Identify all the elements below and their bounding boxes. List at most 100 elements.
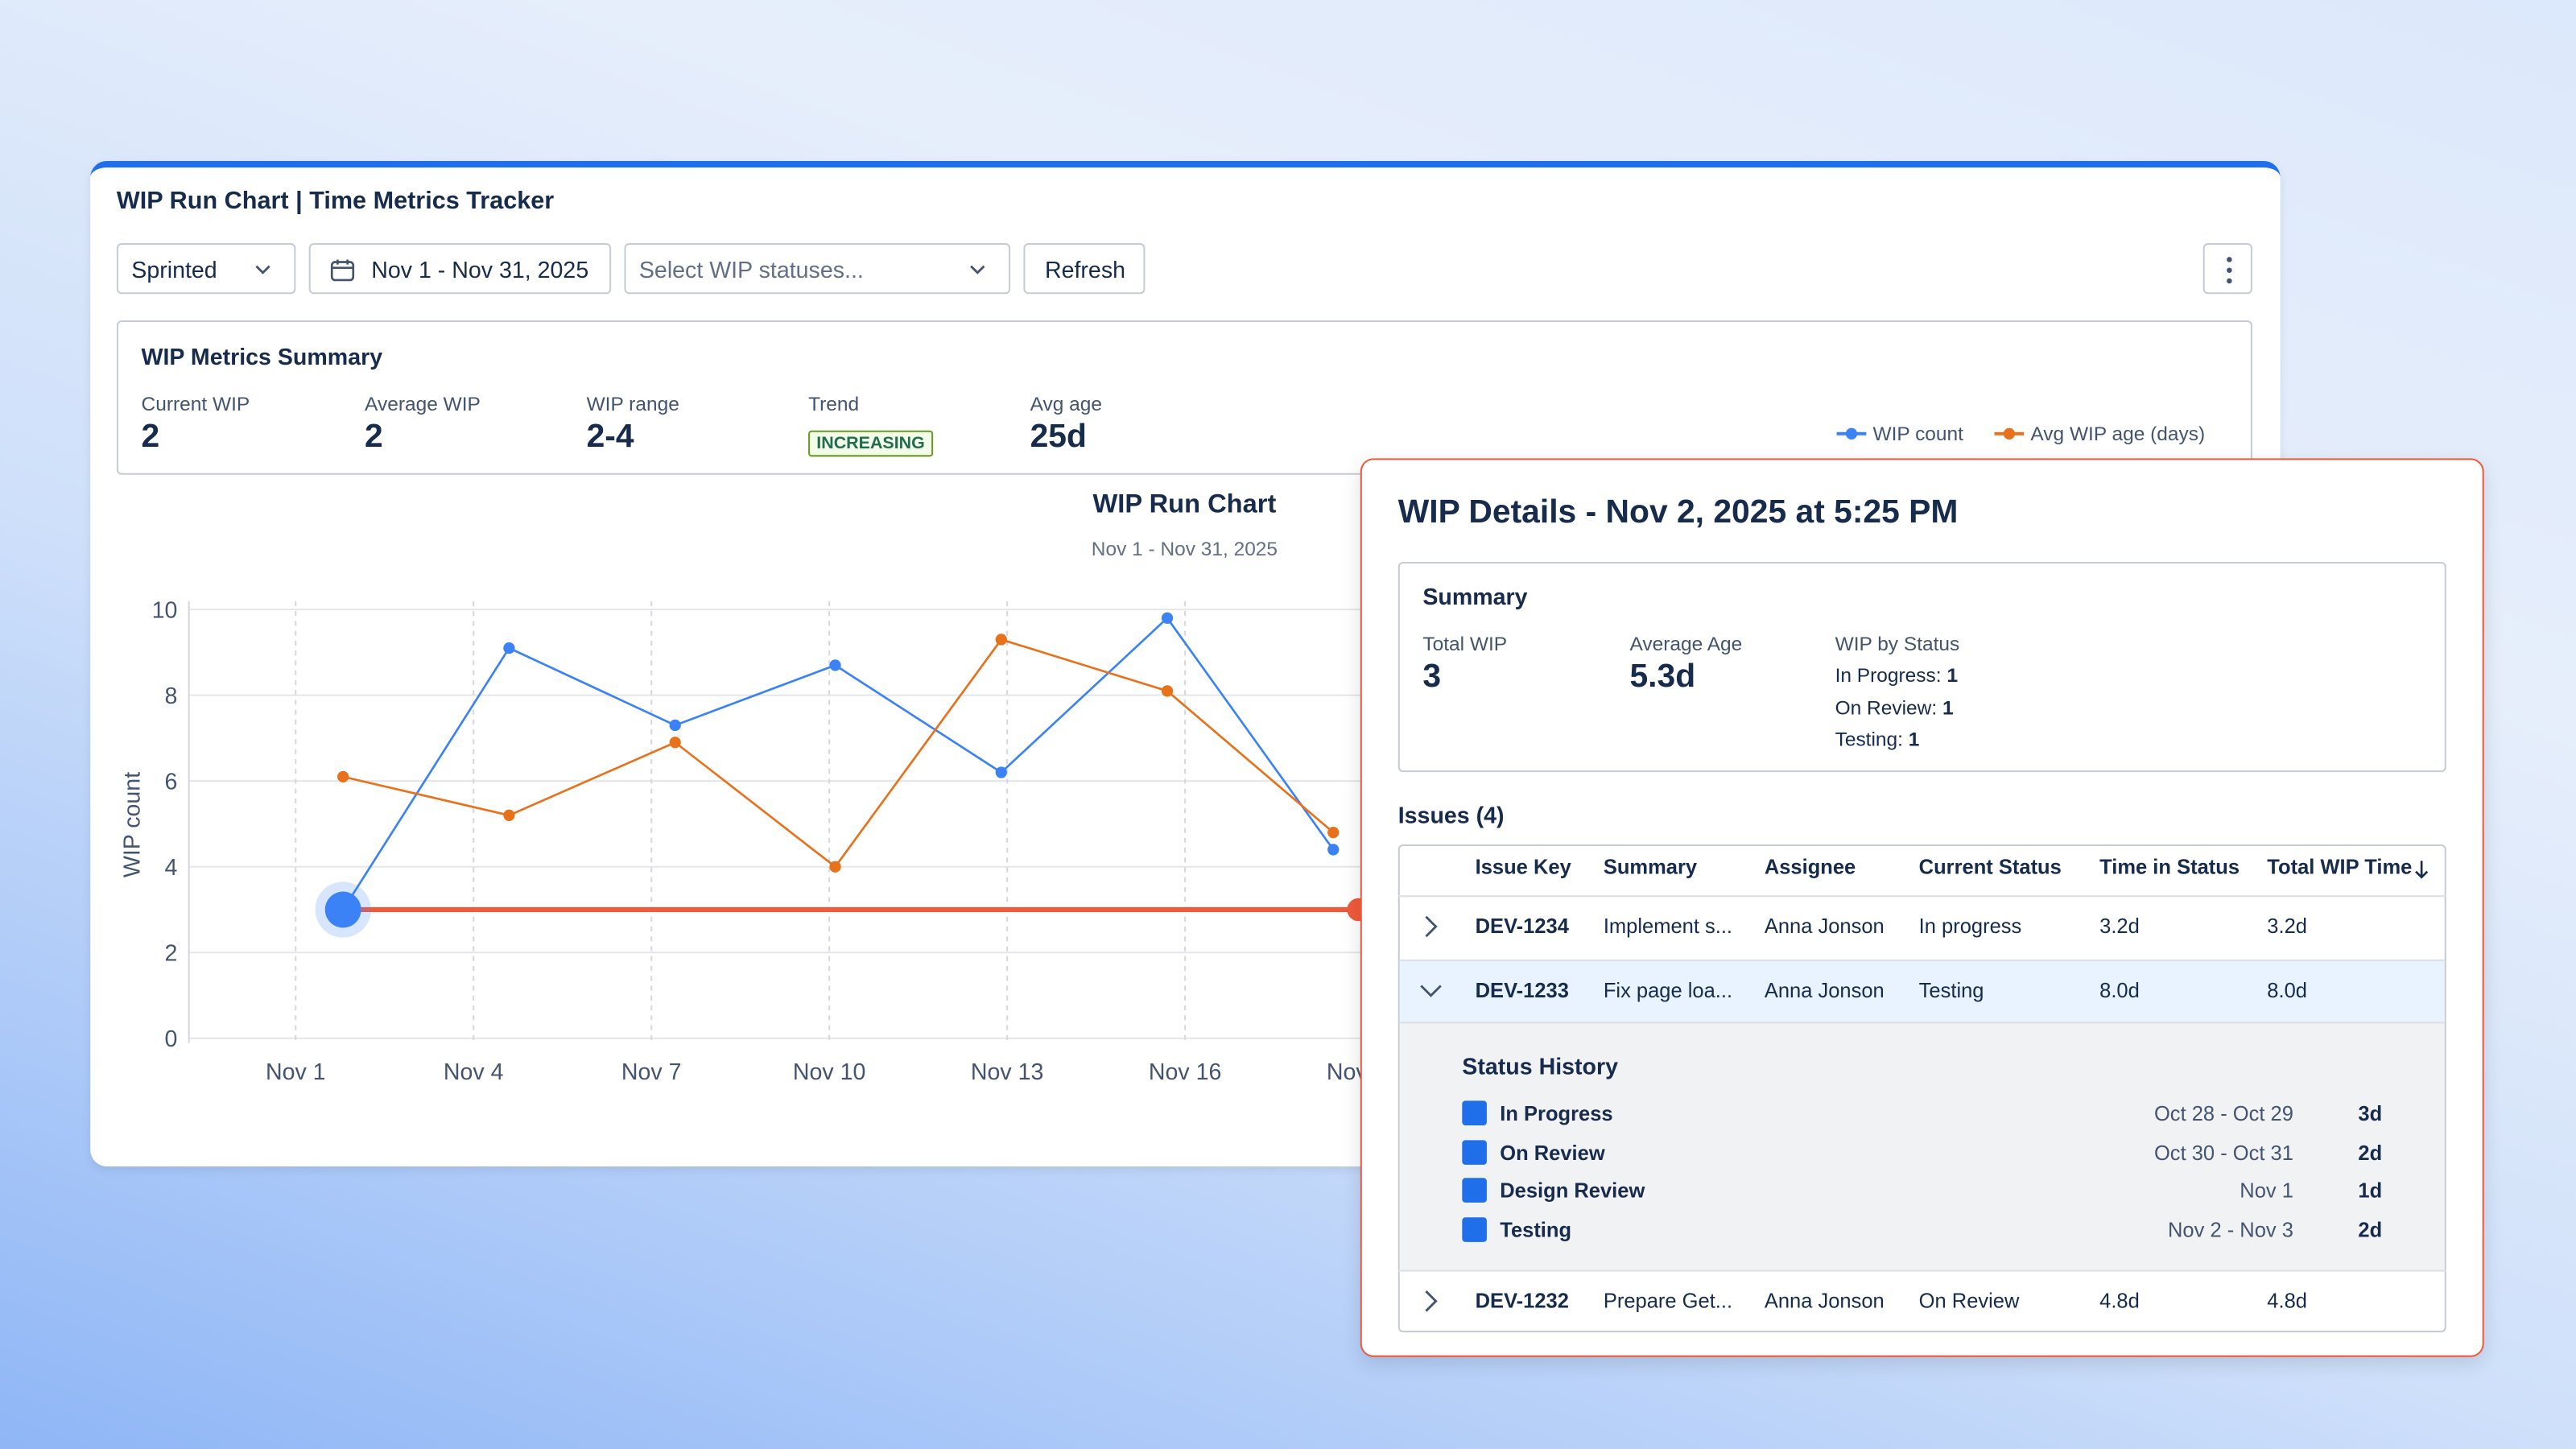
cell: Anna Jonson bbox=[1764, 979, 1885, 1002]
refresh-text: Refresh bbox=[1044, 256, 1126, 283]
expand-toggle[interactable] bbox=[1419, 915, 1443, 939]
status-select[interactable]: Select WIP statuses... bbox=[624, 243, 1011, 295]
expand-toggle[interactable] bbox=[1419, 1290, 1443, 1313]
history-dates: Oct 28 - Oct 29 bbox=[2153, 1102, 2293, 1125]
history-dates: Nov 2 - Nov 3 bbox=[2167, 1218, 2293, 1241]
metric-value: 2 bbox=[365, 419, 383, 456]
column-header: Assignee bbox=[1764, 856, 1856, 879]
history-bg bbox=[1399, 1023, 2445, 1270]
column-header: Total WIP Time bbox=[2267, 856, 2413, 879]
cell: 8.0d bbox=[2099, 979, 2140, 1002]
issues-title: Issues (4) bbox=[1397, 801, 1505, 828]
point bbox=[503, 642, 515, 654]
cell: 4.8d bbox=[2267, 1290, 2307, 1313]
average-age: 5.3d bbox=[1629, 658, 1696, 696]
calendar-icon bbox=[330, 259, 355, 282]
group-text: Sprinted bbox=[131, 256, 217, 283]
cell: 3.2d bbox=[2267, 914, 2307, 939]
status-swatch bbox=[1462, 1216, 1487, 1241]
by-status-label: WIP by Status bbox=[1835, 632, 1960, 656]
metric-label: Current WIP bbox=[141, 392, 250, 416]
y-tick-label: 6 bbox=[165, 769, 178, 795]
metric-value: 25d bbox=[1030, 419, 1087, 456]
cell: On Review bbox=[1918, 1290, 2020, 1313]
metric-label: Trend bbox=[808, 392, 860, 416]
metric-value: 2-4 bbox=[586, 419, 634, 456]
average-age-label: Average Age bbox=[1629, 632, 1743, 656]
y-tick-label: 2 bbox=[165, 940, 178, 966]
status-name: In Progress: bbox=[1835, 663, 1942, 687]
x-tick-label: Nov 10 bbox=[793, 1059, 866, 1085]
group-select[interactable]: Sprinted bbox=[116, 243, 296, 295]
cell: In progress bbox=[1918, 914, 2022, 939]
legend-label: WIP count bbox=[1873, 423, 1964, 445]
point bbox=[829, 861, 841, 873]
legend-label: Avg WIP age (days) bbox=[2030, 423, 2205, 445]
cell: Anna Jonson bbox=[1764, 1290, 1885, 1313]
cell: Implement s... bbox=[1603, 914, 1733, 939]
date-picker[interactable]: Nov 1 - Nov 31, 2025 bbox=[308, 243, 612, 295]
history-status: Design Review bbox=[1500, 1179, 1645, 1203]
summary-box bbox=[116, 320, 2252, 475]
history-dates: Nov 1 bbox=[2240, 1179, 2293, 1203]
column-header: Issue Key bbox=[1475, 856, 1571, 879]
status-name: Testing: bbox=[1835, 728, 1903, 751]
point bbox=[669, 737, 681, 749]
hline bbox=[1397, 1269, 2446, 1272]
status-count: 1 bbox=[1908, 728, 1920, 751]
status-name: On Review: bbox=[1835, 696, 1938, 719]
x-tick-label: Nov 16 bbox=[1149, 1059, 1222, 1085]
issue-key: DEV-1232 bbox=[1475, 1290, 1569, 1313]
refresh-button[interactable]: Refresh bbox=[1023, 243, 1146, 295]
history-duration: 2d bbox=[2358, 1141, 2383, 1164]
history-dates: Oct 30 - Oct 31 bbox=[2153, 1141, 2293, 1164]
cell: Fix page loa... bbox=[1603, 979, 1733, 1002]
history-status: In Progress bbox=[1500, 1102, 1613, 1125]
status-swatch bbox=[1462, 1178, 1487, 1203]
details-summary-box bbox=[1397, 561, 2446, 773]
status-swatch bbox=[1462, 1139, 1487, 1164]
status-count-row: On Review: 1 bbox=[1835, 696, 1954, 719]
kebab-icon bbox=[2227, 257, 2232, 284]
more-button[interactable] bbox=[2202, 243, 2252, 295]
legend-dot bbox=[1845, 427, 1858, 440]
details-summary-title: Summary bbox=[1422, 583, 1528, 610]
point bbox=[829, 659, 841, 671]
cell: 3.2d bbox=[2099, 914, 2140, 939]
point bbox=[503, 809, 515, 821]
date-text: Nov 1 - Nov 31, 2025 bbox=[371, 256, 589, 283]
history-status: Testing bbox=[1500, 1218, 1572, 1241]
metric-label: WIP range bbox=[586, 392, 679, 416]
point bbox=[995, 766, 1007, 778]
total-wip: 3 bbox=[1422, 658, 1442, 696]
x-tick-label: Nov 7 bbox=[621, 1059, 682, 1085]
sort-icon bbox=[2415, 861, 2429, 879]
expand-toggle[interactable] bbox=[1419, 979, 1443, 1002]
cell: Prepare Get... bbox=[1603, 1290, 1733, 1313]
history-title: Status History bbox=[1462, 1053, 1619, 1080]
metric-label: Avg age bbox=[1030, 392, 1103, 416]
status-count: 1 bbox=[1946, 663, 1959, 687]
x-tick-label: Nov 13 bbox=[971, 1059, 1044, 1085]
point bbox=[324, 891, 361, 928]
point bbox=[1327, 826, 1340, 839]
status-count-row: In Progress: 1 bbox=[1835, 663, 1959, 687]
total-wip-label: Total WIP bbox=[1422, 632, 1508, 656]
y-tick-label: 8 bbox=[165, 683, 178, 709]
legend-dot bbox=[2003, 427, 2016, 440]
cell: Anna Jonson bbox=[1764, 914, 1885, 939]
chart-title: WIP Run Chart bbox=[1092, 489, 1276, 518]
chevron bbox=[255, 265, 270, 275]
point bbox=[1161, 685, 1174, 697]
cell: Testing bbox=[1918, 979, 1984, 1002]
y-tick-label: 10 bbox=[152, 597, 178, 623]
y-tick-label: 0 bbox=[165, 1026, 178, 1052]
chart-subtitle: Nov 1 - Nov 31, 2025 bbox=[1092, 539, 1278, 560]
trend-badge: INCREASING bbox=[808, 430, 934, 457]
status-swatch bbox=[1462, 1100, 1487, 1125]
status-count-row: Testing: 1 bbox=[1835, 728, 1920, 751]
summary-title: WIP Metrics Summary bbox=[141, 343, 383, 370]
row-highlight bbox=[1399, 959, 2445, 1024]
